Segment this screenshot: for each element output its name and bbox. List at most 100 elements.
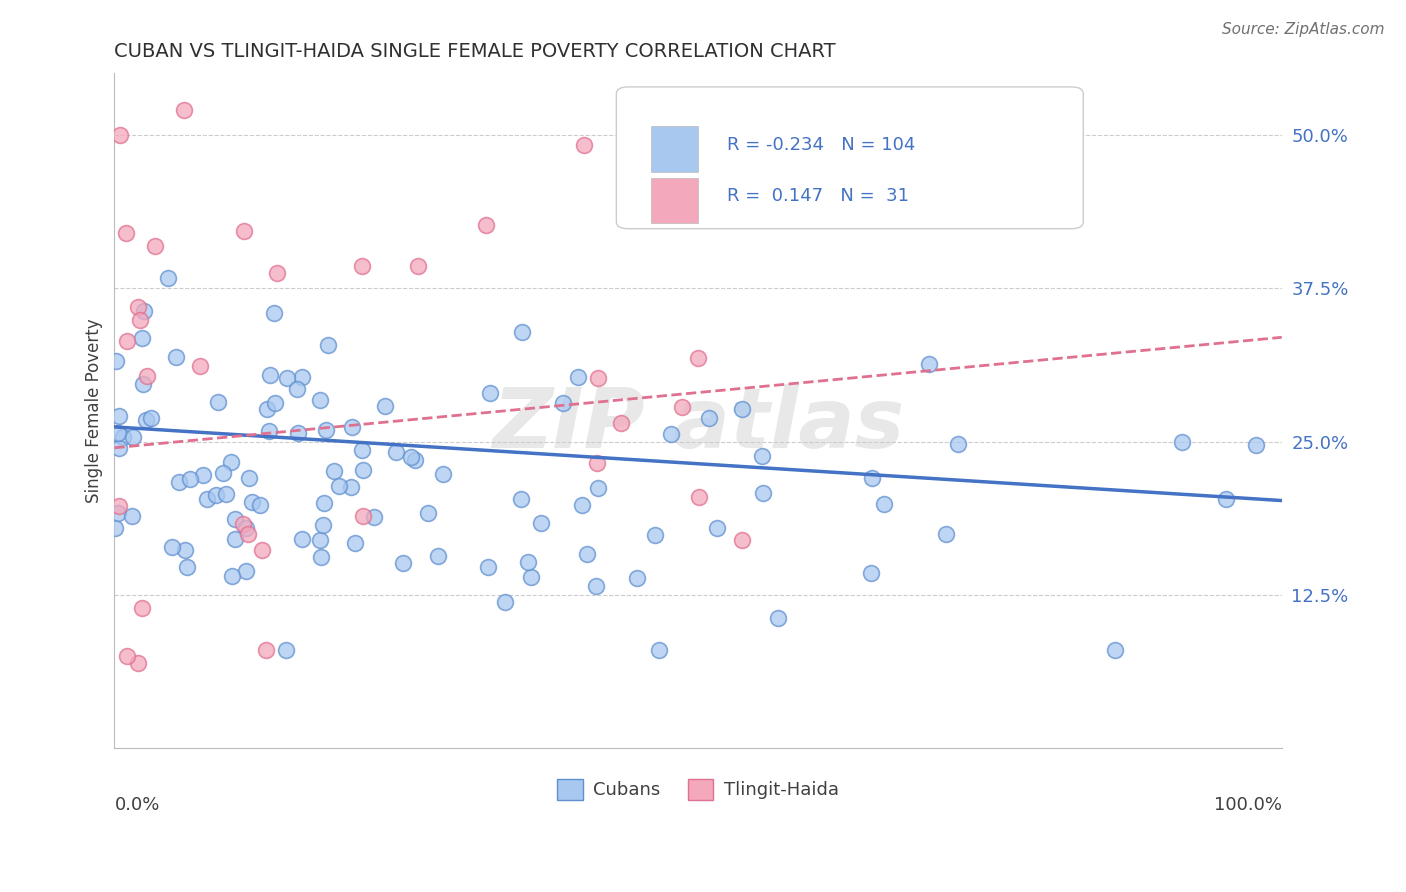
Point [274,643,297,657]
Point [316,338,339,352]
Point [107,409,129,424]
Point [236,526,259,541]
Point [127,656,149,670]
Point [309,550,332,565]
Point [235,564,257,578]
Point [352,259,374,273]
Point [1171,434,1194,449]
Point [312,517,335,532]
Point [107,506,129,520]
Point [122,430,145,444]
Point [352,509,374,524]
Point [478,385,501,400]
Point [312,496,335,510]
Point [132,377,155,392]
Point [494,595,516,609]
Point [238,471,260,485]
Text: 0.0%: 0.0% [114,796,160,814]
Point [127,300,149,314]
Text: R = -0.234   N = 104: R = -0.234 N = 104 [727,136,915,153]
Point [404,453,426,467]
Point [219,455,242,469]
Point [686,351,709,366]
Point [104,521,127,535]
Point [399,450,422,465]
Point [475,218,498,232]
Point [129,313,152,327]
Point [108,499,131,513]
Point [374,399,396,413]
Point [115,226,138,240]
Point [477,560,499,574]
Text: 100.0%: 100.0% [1213,796,1282,814]
Point [204,488,226,502]
Text: Source: ZipAtlas.com: Source: ZipAtlas.com [1222,22,1385,37]
Point [285,382,308,396]
Point [105,353,128,368]
Point [352,443,374,458]
Point [671,400,693,414]
Point [132,304,155,318]
Point [510,326,533,340]
Point [131,601,153,615]
Point [706,521,728,535]
Point [752,485,775,500]
Point [165,351,187,365]
Point [121,509,143,524]
Point [731,533,754,548]
Point [224,533,246,547]
Point [291,370,314,384]
Point [195,491,218,506]
Point [107,425,129,440]
Point [585,579,607,593]
Point [232,517,254,532]
Point [416,506,439,520]
Point [131,331,153,345]
Point [644,528,666,542]
Point [339,480,361,494]
Point [766,610,789,624]
Point [571,499,593,513]
Point [659,426,682,441]
Point [249,498,271,512]
Point [323,465,346,479]
Point [530,516,553,531]
Point [287,425,309,440]
Point [259,424,281,438]
Point [384,445,406,459]
Point [256,402,278,417]
Point [291,533,314,547]
Point [232,224,254,238]
Point [315,423,337,437]
Point [254,643,277,657]
Point [363,510,385,524]
Point [207,395,229,409]
Point [648,643,671,657]
Point [266,267,288,281]
Point [1104,643,1126,657]
Point [191,468,214,483]
Point [263,306,285,320]
Point [224,511,246,525]
Point [340,419,363,434]
Point [567,370,589,384]
Point [328,479,350,493]
Point [873,497,896,511]
Point [143,239,166,253]
Point [517,555,540,569]
Point [688,491,710,505]
Point [575,547,598,561]
Point [263,396,285,410]
Point [626,571,648,585]
Point [215,486,238,500]
Point [259,368,281,382]
Point [179,472,201,486]
Point [221,569,243,583]
Point [553,396,575,410]
Text: R =  0.147   N =  31: R = 0.147 N = 31 [727,186,910,205]
Y-axis label: Single Female Poverty: Single Female Poverty [86,318,103,503]
Point [520,569,543,583]
Point [173,103,195,118]
Point [108,442,131,456]
Point [572,138,595,153]
